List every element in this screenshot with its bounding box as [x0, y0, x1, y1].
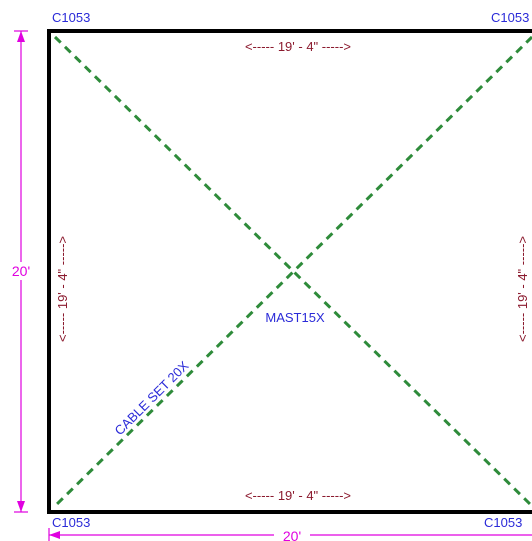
- corner-label-top-right: C1053: [491, 10, 529, 25]
- overall-vertical-arrow-bottom: [17, 501, 25, 512]
- corner-label-bottom-left: C1053: [52, 515, 90, 530]
- span-dimension-top: <----- 19' - 4" ----->: [245, 39, 351, 54]
- overall-vertical-arrow-top: [17, 31, 25, 42]
- span-dimension-right: <----- 19' - 4" ----->: [515, 236, 530, 342]
- cable-set-label: CABLE SET 20X: [112, 358, 192, 438]
- overall-vertical-dimension-label: 20': [12, 263, 30, 279]
- span-dimension-bottom: <----- 19' - 4" ----->: [245, 488, 351, 503]
- span-dimension-left: <----- 19' - 4" ----->: [55, 236, 70, 342]
- tent-frame: [47, 29, 532, 514]
- mast-label: MAST15X: [265, 310, 325, 325]
- overall-horizontal-dimension-label: 20': [283, 528, 301, 541]
- overall-horizontal-arrow-left: [49, 531, 60, 539]
- corner-label-bottom-right: C1053: [484, 515, 522, 530]
- corner-label-top-left: C1053: [52, 10, 90, 25]
